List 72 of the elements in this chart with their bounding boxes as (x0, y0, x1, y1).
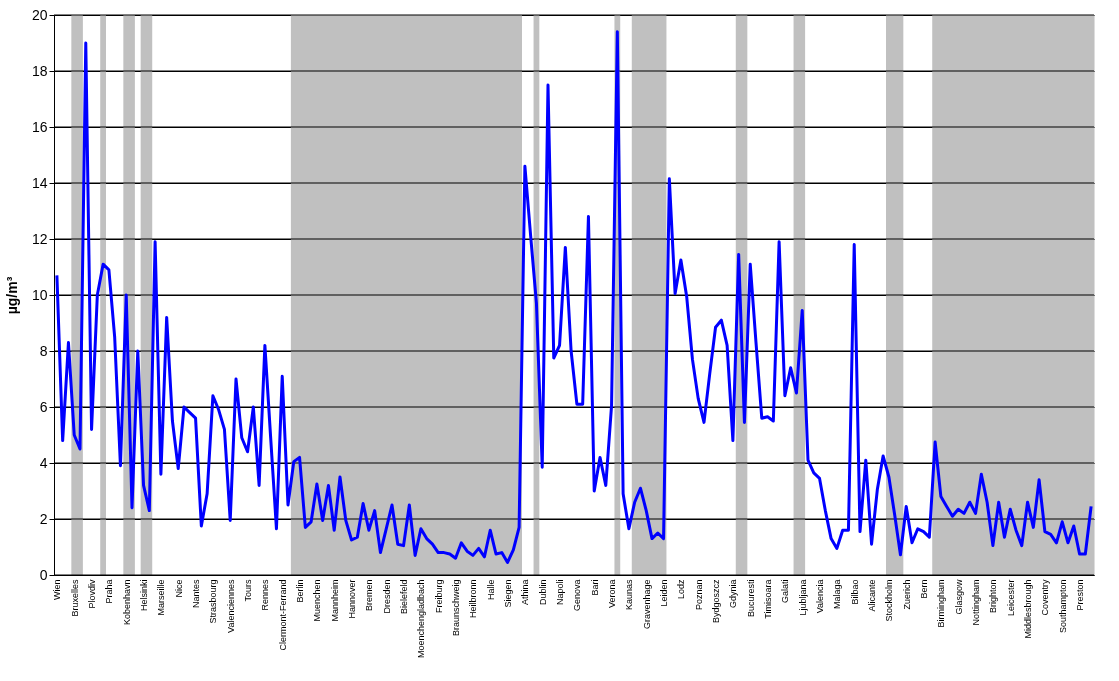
x-tick-label: Valenciennes (225, 579, 236, 633)
x-tick-label: Timisoara (763, 579, 774, 619)
x-tick-label: Gdynia (728, 579, 739, 609)
x-tick-label: Siegen (503, 579, 514, 608)
x-tick-label: Mannheim (329, 579, 340, 622)
x-tick-label: Leiden (659, 579, 670, 607)
y-tick-label: 20 (31, 6, 48, 23)
y-axis-title: µg/m³ (3, 276, 20, 315)
x-tick-label: Bern (919, 579, 930, 599)
x-tick-label: Nice (173, 579, 184, 598)
y-tick-label: 0 (39, 566, 48, 583)
x-tick-label: Plovdiv (87, 579, 98, 609)
x-tick-label: Birmingham (936, 579, 947, 628)
x-tick-label: Zuerich (901, 579, 912, 610)
x-tick-label: Braunschweig (451, 579, 462, 637)
x-tick-label: Halle (485, 579, 496, 601)
x-tick-label: Brighton (988, 579, 999, 614)
x-tick-label: Marseille (156, 579, 167, 616)
x-tick-label: Bucuresti (745, 579, 756, 618)
x-tick-label: Strasbourg (208, 579, 219, 624)
x-tick-label: Coventry (1040, 579, 1051, 616)
x-tick-label: Berlin (295, 579, 306, 603)
x-tick-label: Malaga (832, 579, 843, 610)
x-tick-label: Nantes (191, 579, 202, 609)
x-tick-label: Dublin (537, 579, 548, 606)
x-tick-label: Lodz (676, 579, 687, 600)
x-tick-label: Napoli (555, 579, 566, 606)
x-tick-label: Middlesbrough (1023, 579, 1034, 639)
x-tick-label: Poznan (693, 579, 704, 611)
x-tick-label: Clermont-Ferrand (277, 579, 288, 651)
x-tick-label: Kaunas (624, 579, 635, 611)
y-tick-label: 10 (31, 286, 48, 303)
x-tick-label: Bilbao (849, 579, 860, 605)
x-tick-label: Nottingham (971, 579, 982, 626)
y-tick-label: 14 (31, 174, 48, 191)
x-tick-label: Praha (104, 579, 115, 604)
y-tick-label: 8 (39, 342, 48, 359)
x-tick-label: Bydgoszcz (711, 579, 722, 624)
x-tick-label: Dresden (381, 579, 392, 614)
x-tick-label: Genova (572, 579, 583, 612)
x-tick-label: Moenchengladbach (416, 579, 427, 659)
y-tick-label: 2 (39, 510, 48, 527)
y-tick-label: 4 (39, 454, 48, 471)
x-tick-label: Kobenhavn (121, 579, 132, 626)
y-tick-label: 18 (31, 62, 48, 79)
x-tick-label: Glasgow (953, 579, 964, 615)
x-tick-label: Galati (780, 579, 791, 604)
x-tick-label: Bari (589, 579, 600, 596)
x-tick-label: Gravenhage (641, 579, 652, 630)
x-tick-label: Muenchen (312, 579, 323, 622)
x-tick-label: Stockholm (884, 579, 895, 622)
x-tick-label: Bruxelles (69, 579, 80, 617)
y-tick-label: 12 (31, 230, 48, 247)
x-tick-label: Valencia (815, 579, 826, 614)
y-tick-label: 6 (39, 398, 48, 415)
x-tick-label: Hannover (347, 579, 358, 619)
x-tick-label: Helsinki (139, 579, 150, 612)
x-tick-label: Wien (52, 579, 63, 601)
x-tick-label: Bremen (364, 579, 375, 612)
x-tick-label: Southampton (1057, 579, 1068, 634)
x-tick-label: Tours (243, 579, 254, 602)
x-tick-label: Alicante (867, 579, 878, 612)
x-tick-label: Leicester (1005, 579, 1016, 617)
y-tick-label: 16 (31, 118, 48, 135)
x-tick-label: Rennes (260, 579, 271, 611)
x-tick-label: Preston (1075, 579, 1086, 611)
x-tick-label: Ljubljana (797, 579, 808, 616)
x-tick-label: Heilbronn (468, 579, 479, 619)
x-tick-label: Verona (607, 579, 618, 609)
x-tick-label: Athina (520, 579, 531, 606)
x-tick-label: Bielefeld (399, 579, 410, 615)
x-tick-label: Freiburg (433, 579, 444, 614)
